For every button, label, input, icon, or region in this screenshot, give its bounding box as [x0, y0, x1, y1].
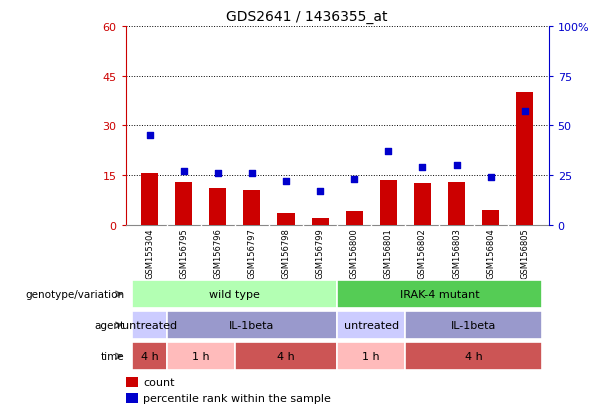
Text: untreated: untreated	[344, 320, 399, 330]
Point	[485, 174, 495, 181]
Bar	[167, 342, 235, 370]
Bar	[132, 342, 167, 370]
Text: IL-1beta: IL-1beta	[229, 320, 275, 330]
Point	[179, 168, 189, 175]
Text: GSM156797: GSM156797	[248, 228, 256, 278]
Text: 4 h: 4 h	[140, 351, 158, 361]
Bar	[175, 182, 192, 225]
Text: 4 h: 4 h	[277, 351, 295, 361]
Bar	[380, 180, 397, 225]
Bar	[405, 342, 542, 370]
Bar	[132, 280, 337, 309]
Bar	[405, 311, 542, 339]
Bar	[126, 377, 139, 387]
Text: GSM156798: GSM156798	[281, 228, 291, 278]
Bar	[311, 218, 329, 225]
Point	[520, 109, 530, 115]
Point	[145, 133, 154, 139]
Text: time: time	[101, 351, 124, 361]
Text: GSM155304: GSM155304	[145, 228, 154, 278]
Text: percentile rank within the sample: percentile rank within the sample	[143, 393, 331, 403]
Bar	[167, 311, 337, 339]
Bar	[337, 280, 542, 309]
Text: GSM156804: GSM156804	[486, 228, 495, 278]
Text: GDS2641 / 1436355_at: GDS2641 / 1436355_at	[226, 10, 387, 24]
Text: IRAK-4 mutant: IRAK-4 mutant	[400, 289, 479, 299]
Bar	[126, 393, 139, 403]
Text: 1 h: 1 h	[192, 351, 210, 361]
Text: GSM156800: GSM156800	[349, 228, 359, 278]
Bar	[448, 182, 465, 225]
Bar	[209, 189, 226, 225]
Point	[452, 162, 462, 169]
Text: 4 h: 4 h	[465, 351, 482, 361]
Point	[383, 148, 393, 155]
Bar	[516, 93, 533, 225]
Text: count: count	[143, 377, 175, 387]
Bar	[278, 214, 294, 225]
Text: GSM156796: GSM156796	[213, 228, 223, 278]
Text: untreated: untreated	[122, 320, 177, 330]
Bar	[235, 342, 337, 370]
Bar	[141, 174, 158, 225]
Bar	[132, 311, 167, 339]
Point	[213, 170, 223, 177]
Text: GSM156805: GSM156805	[520, 228, 529, 278]
Bar	[337, 311, 405, 339]
Text: agent: agent	[94, 320, 124, 330]
Text: genotype/variation: genotype/variation	[25, 289, 124, 299]
Bar	[414, 184, 431, 225]
Text: GSM156795: GSM156795	[179, 228, 188, 278]
Point	[349, 176, 359, 183]
Bar	[482, 210, 499, 225]
Text: GSM156799: GSM156799	[316, 228, 325, 278]
Text: GSM156803: GSM156803	[452, 228, 461, 278]
Point	[417, 164, 427, 171]
Text: wild type: wild type	[210, 289, 261, 299]
Text: GSM156802: GSM156802	[418, 228, 427, 278]
Point	[281, 178, 291, 185]
Bar	[243, 190, 261, 225]
Bar	[337, 342, 405, 370]
Text: IL-1beta: IL-1beta	[451, 320, 497, 330]
Point	[315, 188, 325, 195]
Text: GSM156801: GSM156801	[384, 228, 393, 278]
Point	[247, 170, 257, 177]
Text: 1 h: 1 h	[362, 351, 380, 361]
Bar	[346, 212, 363, 225]
